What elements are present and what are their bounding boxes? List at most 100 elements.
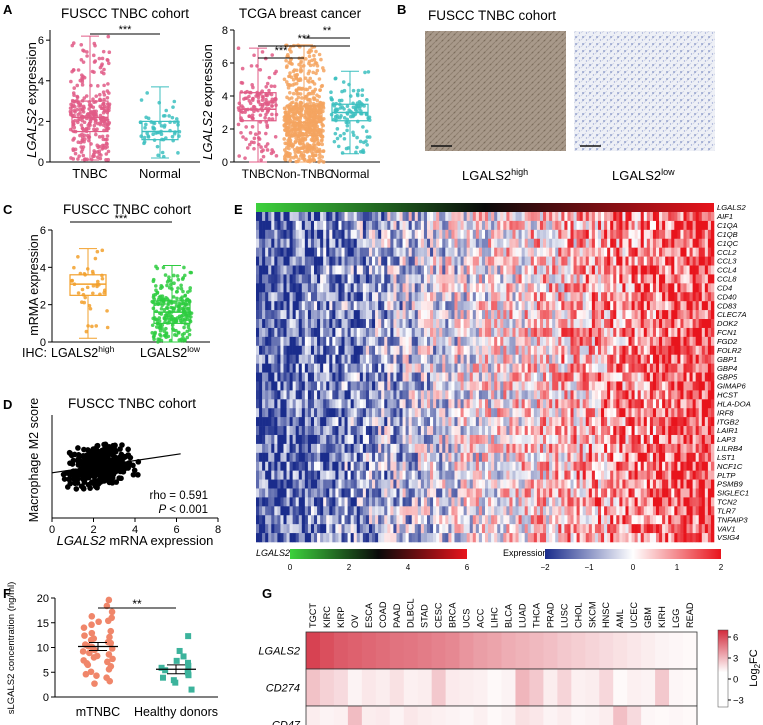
e-cell — [677, 345, 681, 356]
e-cell — [628, 345, 632, 356]
a-right-point — [300, 107, 305, 111]
e-cell — [460, 336, 464, 347]
a-right-point — [252, 136, 257, 141]
e-cell — [549, 345, 553, 356]
e-cell — [655, 381, 660, 391]
e-cell — [402, 363, 406, 373]
e-cell — [692, 265, 696, 275]
e-cell — [564, 212, 568, 222]
c-point — [83, 295, 88, 300]
e-cell — [332, 274, 336, 284]
e-cell — [472, 336, 477, 347]
e-cell — [481, 292, 486, 302]
e-cell — [314, 336, 318, 347]
e-cell — [597, 372, 602, 382]
e-cell — [466, 247, 471, 257]
e-cell — [454, 220, 458, 231]
a-right-point — [273, 71, 277, 76]
a-left-point — [100, 62, 104, 66]
e-cell — [341, 336, 345, 347]
e-cell — [582, 354, 587, 364]
a-left-point — [104, 152, 109, 156]
e-cell — [515, 301, 519, 311]
e-cell — [555, 310, 559, 320]
e-cell — [320, 238, 324, 248]
e-cell — [317, 354, 321, 364]
e-cell — [604, 354, 608, 364]
e-cell — [576, 283, 580, 293]
e-cell — [326, 354, 330, 364]
e-cell — [613, 283, 617, 293]
e-cell — [701, 229, 706, 240]
e-cell — [430, 319, 434, 329]
e-cell — [317, 363, 321, 373]
e-cell — [271, 229, 275, 240]
e-cell — [420, 220, 425, 231]
e-cell — [295, 319, 300, 329]
e-cell — [387, 301, 391, 311]
e-cell — [353, 238, 358, 248]
d-point — [114, 455, 120, 462]
e-cell — [491, 381, 495, 391]
a-left-point — [92, 70, 96, 74]
e-cell — [295, 301, 300, 311]
e-cell — [277, 301, 281, 311]
e-cell — [411, 229, 416, 240]
c-point — [179, 283, 183, 288]
e-cell — [277, 319, 281, 329]
e-cell — [320, 327, 324, 338]
e-cell — [390, 301, 394, 311]
e-cell — [317, 247, 321, 257]
e-cell — [524, 283, 529, 293]
e-cell — [271, 301, 275, 311]
e-cell — [573, 381, 577, 391]
e-cell — [558, 238, 562, 248]
e-cell — [301, 301, 306, 311]
e-cell — [652, 354, 657, 364]
e-cell — [683, 354, 687, 364]
e-cell — [347, 363, 351, 373]
e-cell — [457, 238, 461, 248]
e-cell — [543, 363, 547, 373]
e-cell — [628, 256, 632, 266]
e-cell — [668, 220, 672, 231]
e-cell — [390, 363, 394, 373]
e-cell — [530, 345, 535, 356]
a-left-point — [98, 97, 102, 102]
a-left-point — [76, 157, 80, 161]
e-cell — [671, 327, 675, 338]
e-cell — [625, 247, 629, 257]
e-cell — [381, 301, 385, 311]
e-cell — [549, 363, 553, 373]
c-point — [100, 276, 105, 281]
e-cell — [668, 238, 672, 248]
e-cell — [408, 274, 413, 284]
a-left-point — [106, 34, 111, 39]
e-cell — [387, 238, 391, 248]
a-left-point — [139, 98, 144, 102]
e-cell — [365, 274, 370, 284]
e-cell — [405, 354, 409, 364]
e-cell — [262, 327, 266, 338]
e-cell — [704, 274, 709, 284]
e-cell — [472, 220, 477, 231]
e-cell — [488, 363, 492, 373]
e-cell — [368, 381, 373, 391]
e-cell — [546, 372, 550, 382]
e-cell — [491, 345, 495, 356]
c-point — [181, 307, 186, 312]
a-right-point — [289, 101, 294, 105]
e-cell — [341, 301, 345, 311]
e-cell — [509, 265, 513, 275]
e-cell — [515, 336, 519, 347]
d-point — [117, 446, 123, 452]
a-right-box — [285, 105, 323, 137]
e-cell — [610, 319, 614, 329]
e-cell — [344, 265, 348, 275]
e-cell — [323, 256, 327, 266]
c-point — [153, 330, 158, 335]
e-cell — [659, 345, 663, 356]
e-cell — [402, 381, 406, 391]
e-cell — [649, 283, 654, 293]
a-right-point — [264, 131, 268, 136]
